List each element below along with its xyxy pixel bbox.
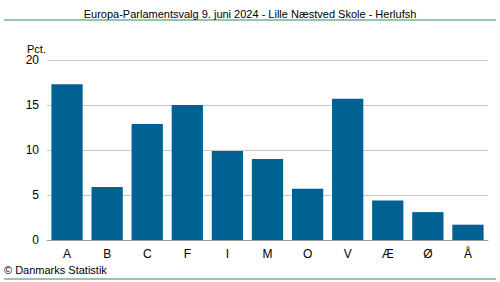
svg-text:5: 5 — [32, 188, 39, 202]
svg-text:20: 20 — [26, 53, 40, 67]
svg-text:Å: Å — [464, 246, 472, 261]
svg-text:O: O — [303, 247, 312, 261]
svg-text:Ø: Ø — [423, 247, 432, 261]
svg-text:Europa-Parlamentsvalg 9. juni: Europa-Parlamentsvalg 9. juni 2024 - Lil… — [84, 8, 417, 20]
svg-text:A: A — [63, 247, 71, 261]
svg-text:10: 10 — [26, 143, 40, 157]
svg-text:B: B — [103, 247, 111, 261]
svg-text:15: 15 — [26, 98, 40, 112]
svg-text:M: M — [263, 247, 273, 261]
svg-text:Pct.: Pct. — [27, 42, 46, 55]
svg-text:V: V — [344, 247, 352, 261]
svg-text:C: C — [143, 247, 152, 261]
svg-text:F: F — [184, 247, 191, 261]
svg-text:© Danmarks Statistik: © Danmarks Statistik — [4, 264, 107, 276]
svg-text:0: 0 — [32, 233, 39, 247]
svg-text:Æ: Æ — [382, 247, 394, 261]
svg-text:I: I — [226, 247, 229, 261]
